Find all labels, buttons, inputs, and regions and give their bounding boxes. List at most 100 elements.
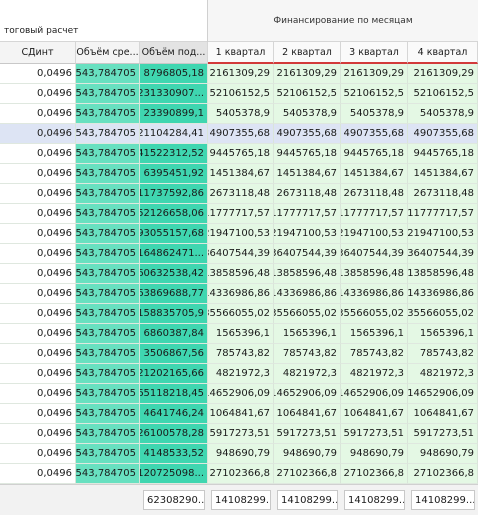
- cell-sdint[interactable]: 0,0496: [0, 84, 76, 104]
- cell-sdint[interactable]: 0,0496: [0, 224, 76, 244]
- cell-volume-pod[interactable]: 21202165,66: [140, 364, 208, 384]
- table-row[interactable]: 0,0496 543,784705 93055157,68 21947100,53 21…: [0, 224, 478, 244]
- cell-sdint[interactable]: 0,0496: [0, 104, 76, 124]
- cell-volume-sr[interactable]: 543,784705: [76, 304, 140, 324]
- cell-q3[interactable]: 5917273,51: [341, 424, 408, 444]
- table-row[interactable]: 0,0496 543,784705 21104284,41 4907355,68 490…: [0, 124, 478, 144]
- cell-volume-pod[interactable]: 23390899,1: [140, 104, 208, 124]
- cell-volume-pod[interactable]: 231330907...: [140, 84, 208, 104]
- cell-q2[interactable]: 1565396,1: [274, 324, 341, 344]
- column-header-q1[interactable]: 1 квартал: [208, 42, 274, 64]
- cell-q2[interactable]: 21947100,53: [274, 224, 341, 244]
- cell-q2[interactable]: 5405378,9: [274, 104, 341, 124]
- table-row[interactable]: 0,0496 543,784705 26100578,28 5917273,51 591…: [0, 424, 478, 444]
- cell-volume-pod[interactable]: 164862471...: [140, 244, 208, 264]
- cell-q4[interactable]: 9445765,18: [408, 144, 478, 164]
- cell-q1[interactable]: 2673118,48: [208, 184, 274, 204]
- cell-q3[interactable]: 5405378,9: [341, 104, 408, 124]
- cell-volume-pod[interactable]: 6395451,92: [140, 164, 208, 184]
- cell-volume-sr[interactable]: 543,784705: [76, 404, 140, 424]
- cell-q1[interactable]: 13858596,48: [208, 264, 274, 284]
- cell-q2[interactable]: 36407544,39: [274, 244, 341, 264]
- table-row[interactable]: 0,0496 543,784705 164862471... 36407544,39 3…: [0, 244, 478, 264]
- cell-q3[interactable]: 27102366,8: [341, 464, 408, 484]
- cell-volume-sr[interactable]: 543,784705: [76, 244, 140, 264]
- column-header-sdint[interactable]: СДинт: [0, 42, 76, 64]
- cell-volume-pod[interactable]: 4641746,24: [140, 404, 208, 424]
- table-row[interactable]: 0,0496 543,784705 8796805,18 2161309,29 2161…: [0, 64, 478, 84]
- cell-q2[interactable]: 14336986,86: [274, 284, 341, 304]
- cell-q2[interactable]: 1064841,67: [274, 404, 341, 424]
- cell-volume-pod[interactable]: 65118218,45: [140, 384, 208, 404]
- cell-volume-sr[interactable]: 543,784705: [76, 284, 140, 304]
- cell-q1[interactable]: 52106152,5: [208, 84, 274, 104]
- cell-q3[interactable]: 36407544,39: [341, 244, 408, 264]
- column-header-q2[interactable]: 2 квартал: [274, 42, 341, 64]
- cell-q1[interactable]: 21947100,53: [208, 224, 274, 244]
- cell-q2[interactable]: 2673118,48: [274, 184, 341, 204]
- cell-q3[interactable]: 1565396,1: [341, 324, 408, 344]
- cell-q1[interactable]: 5917273,51: [208, 424, 274, 444]
- cell-sdint[interactable]: 0,0496: [0, 304, 76, 324]
- cell-sdint[interactable]: 0,0496: [0, 144, 76, 164]
- cell-q2[interactable]: 13858596,48: [274, 264, 341, 284]
- cell-sdint[interactable]: 0,0496: [0, 464, 76, 484]
- column-header-q3[interactable]: 3 квартал: [341, 42, 408, 64]
- cell-q3[interactable]: 9445765,18: [341, 144, 408, 164]
- cell-q4[interactable]: 21947100,53: [408, 224, 478, 244]
- cell-q2[interactable]: 9445765,18: [274, 144, 341, 164]
- cell-q2[interactable]: 27102366,8: [274, 464, 341, 484]
- cell-q1[interactable]: 4821972,3: [208, 364, 274, 384]
- cell-q2[interactable]: 4821972,3: [274, 364, 341, 384]
- cell-q4[interactable]: 4907355,68: [408, 124, 478, 144]
- table-row[interactable]: 0,0496 543,784705 4148533,52 948690,79 94869…: [0, 444, 478, 464]
- cell-volume-pod[interactable]: 21104284,41: [140, 124, 208, 144]
- cell-q1[interactable]: 948690,79: [208, 444, 274, 464]
- cell-q3[interactable]: 2673118,48: [341, 184, 408, 204]
- cell-q4[interactable]: 1451384,67: [408, 164, 478, 184]
- cell-q2[interactable]: 52106152,5: [274, 84, 341, 104]
- table-row[interactable]: 0,0496 543,784705 6395451,92 1451384,67 1451…: [0, 164, 478, 184]
- cell-volume-pod[interactable]: 6860387,84: [140, 324, 208, 344]
- cell-q4[interactable]: 1565396,1: [408, 324, 478, 344]
- cell-q2[interactable]: 2161309,29: [274, 64, 341, 84]
- cell-q4[interactable]: 2673118,48: [408, 184, 478, 204]
- table-row[interactable]: 0,0496 543,784705 41522312,52 9445765,18 944…: [0, 144, 478, 164]
- cell-q4[interactable]: 4821972,3: [408, 364, 478, 384]
- cell-q2[interactable]: 35566055,02: [274, 304, 341, 324]
- cell-volume-sr[interactable]: 543,784705: [76, 344, 140, 364]
- band-monthly-financing[interactable]: Финансирование по месяцам: [208, 0, 478, 42]
- cell-q3[interactable]: 13858596,48: [341, 264, 408, 284]
- cell-volume-sr[interactable]: 543,784705: [76, 84, 140, 104]
- cell-q3[interactable]: 948690,79: [341, 444, 408, 464]
- cell-q3[interactable]: 4821972,3: [341, 364, 408, 384]
- cell-q1[interactable]: 27102366,8: [208, 464, 274, 484]
- cell-volume-sr[interactable]: 543,784705: [76, 424, 140, 444]
- cell-q1[interactable]: 4907355,68: [208, 124, 274, 144]
- cell-volume-pod[interactable]: 52126658,06: [140, 204, 208, 224]
- cell-sdint[interactable]: 0,0496: [0, 424, 76, 444]
- cell-volume-pod[interactable]: 11737592,86: [140, 184, 208, 204]
- cell-q1[interactable]: 1451384,67: [208, 164, 274, 184]
- cell-q1[interactable]: 785743,82: [208, 344, 274, 364]
- cell-sdint[interactable]: 0,0496: [0, 444, 76, 464]
- cell-volume-pod[interactable]: 120725098...: [140, 464, 208, 484]
- band-summary[interactable]: тоговый расчет: [0, 0, 208, 42]
- cell-volume-pod[interactable]: 8796805,18: [140, 64, 208, 84]
- cell-volume-sr[interactable]: 543,784705: [76, 64, 140, 84]
- cell-sdint[interactable]: 0,0496: [0, 204, 76, 224]
- cell-sdint[interactable]: 0,0496: [0, 164, 76, 184]
- cell-q3[interactable]: 785743,82: [341, 344, 408, 364]
- cell-q4[interactable]: 14336986,86: [408, 284, 478, 304]
- cell-volume-sr[interactable]: 543,784705: [76, 184, 140, 204]
- cell-q3[interactable]: 1451384,67: [341, 164, 408, 184]
- cell-q1[interactable]: 36407544,39: [208, 244, 274, 264]
- cell-q1[interactable]: 9445765,18: [208, 144, 274, 164]
- cell-q4[interactable]: 13858596,48: [408, 264, 478, 284]
- table-row[interactable]: 0,0496 543,784705 60632538,42 13858596,48 13…: [0, 264, 478, 284]
- cell-volume-pod[interactable]: 60632538,42: [140, 264, 208, 284]
- cell-volume-sr[interactable]: 543,784705: [76, 364, 140, 384]
- cell-q1[interactable]: 35566055,02: [208, 304, 274, 324]
- cell-q1[interactable]: 14336986,86: [208, 284, 274, 304]
- cell-volume-sr[interactable]: 543,784705: [76, 264, 140, 284]
